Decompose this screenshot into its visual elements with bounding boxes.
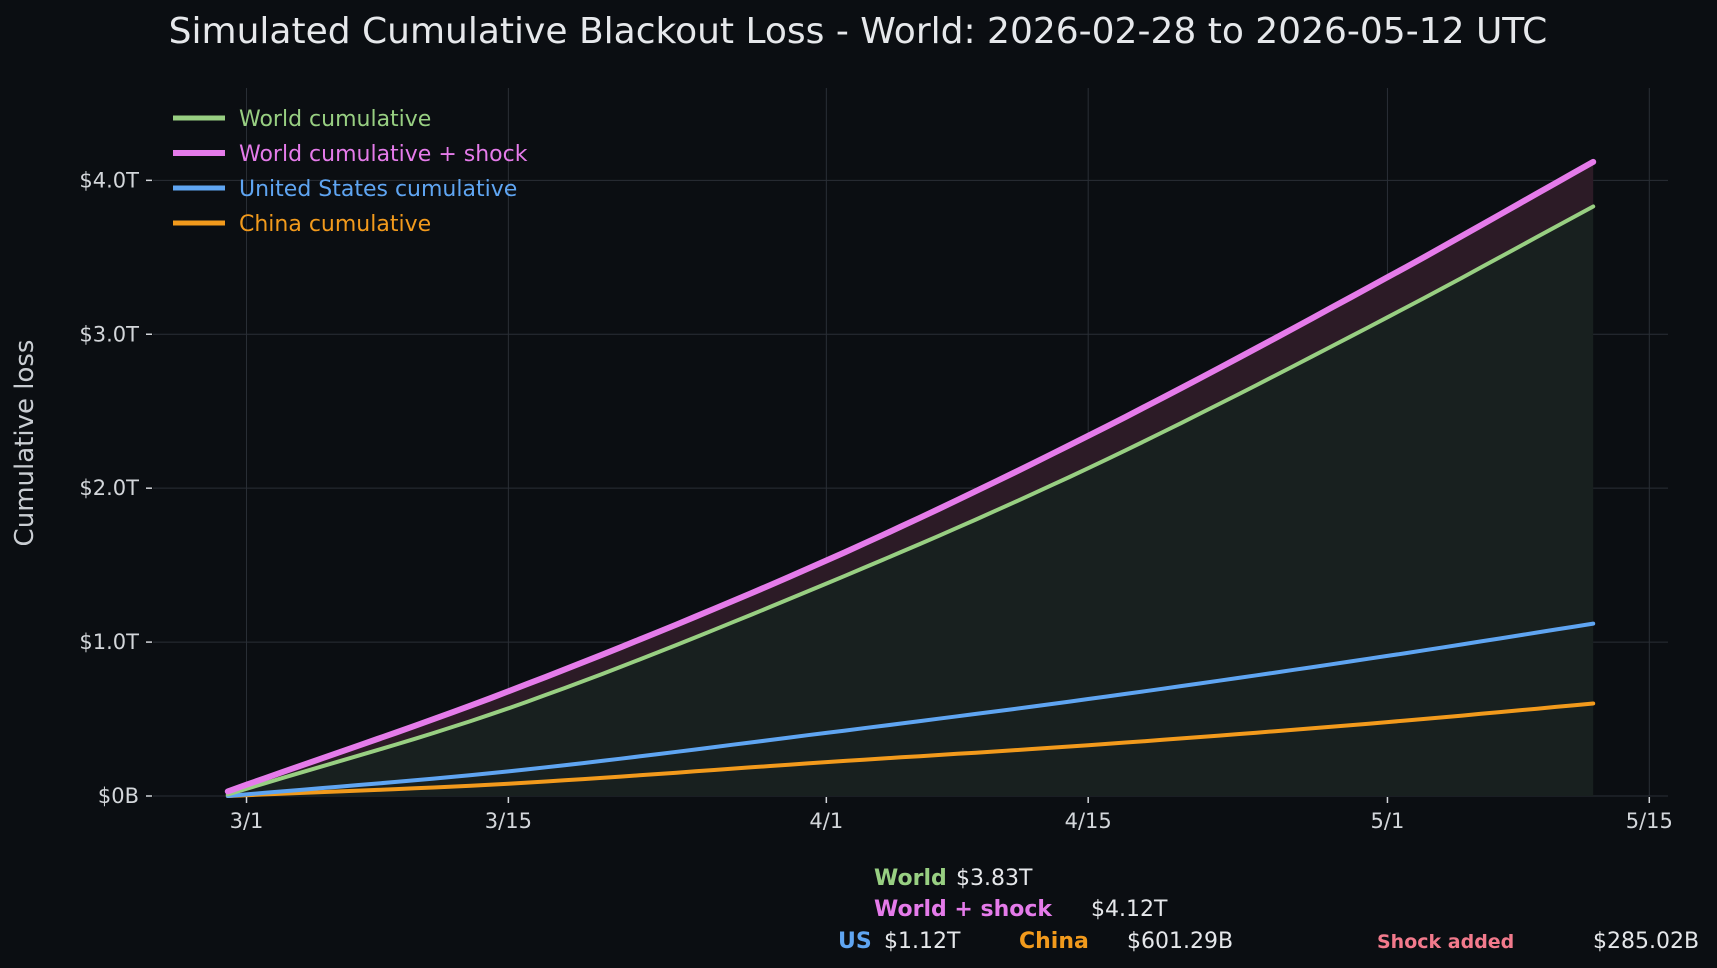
x-tick-label: 4/1 (809, 809, 843, 833)
summary-shock-label: Shock added (1377, 931, 1514, 953)
summary-world-label: World (874, 866, 947, 891)
summary-us-label: US (838, 929, 872, 954)
series-lines (224, 158, 1597, 798)
legend-label: United States cumulative (239, 177, 517, 202)
legend-label: World cumulative + shock (239, 142, 528, 167)
legend-label: China cumulative (239, 212, 431, 237)
y-tick-label: $4.0T (79, 168, 139, 192)
y-tick-label: $3.0T (79, 322, 139, 346)
x-tick-label: 4/15 (1065, 809, 1112, 833)
series-line-china-cumulative (225, 701, 1596, 798)
y-tick-label: $0B (98, 784, 139, 808)
gridlines (153, 88, 1668, 797)
series-line-world-cumulative-shock (224, 158, 1597, 795)
legend-label: World cumulative (239, 107, 431, 132)
summary-china-label: China (1019, 929, 1089, 954)
axis-ticks: $0B $1.0T $2.0T $3.0T $4.0T 3/1 3/15 4/1 4/15 5/1… (79, 168, 1672, 833)
world-area-fill (227, 206, 1594, 796)
legend: World cumulative World cumulative + shock… (173, 107, 528, 237)
summary-world-shock-label: World + shock (874, 897, 1053, 922)
summary-china-value: $601.29B (1127, 929, 1233, 954)
chart-title: Simulated Cumulative Blackout Loss - Wor… (169, 11, 1548, 52)
summary-world-value: $3.83T (956, 866, 1033, 891)
area-fills (227, 161, 1594, 796)
x-tick-label: 5/1 (1371, 809, 1405, 833)
series-line-united-states-cumulative (225, 621, 1596, 798)
summary-panel: World $3.83T World + shock $4.12T US $1.… (838, 866, 1699, 954)
series-line-world-cumulative (225, 204, 1596, 797)
summary-world-shock-value: $4.12T (1091, 897, 1168, 922)
y-axis-label: Cumulative loss (10, 340, 40, 547)
x-tick-label: 3/15 (485, 809, 532, 833)
y-tick-label: $2.0T (79, 476, 139, 500)
x-tick-label: 3/1 (230, 809, 264, 833)
x-tick-label: 5/15 (1626, 809, 1673, 833)
summary-shock-value: $285.02B (1593, 929, 1699, 954)
summary-us-value: $1.12T (884, 929, 961, 954)
y-tick-label: $1.0T (79, 630, 139, 654)
